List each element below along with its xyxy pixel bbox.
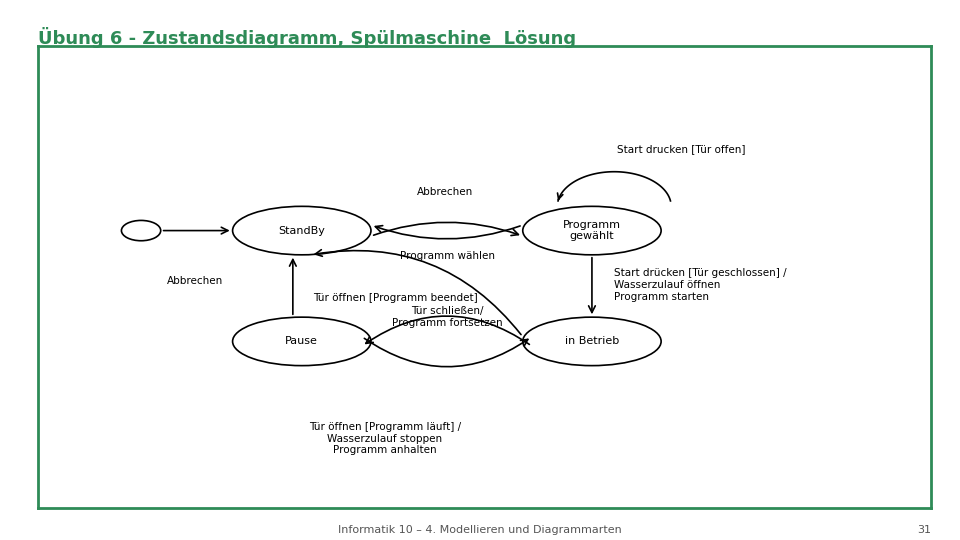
Ellipse shape: [232, 206, 371, 255]
Circle shape: [121, 220, 160, 241]
Ellipse shape: [523, 317, 661, 366]
Text: 31: 31: [917, 524, 931, 535]
Text: Übung 6 - Zustandsdiagramm, Spülmaschine  Lösung: Übung 6 - Zustandsdiagramm, Spülmaschine…: [38, 27, 577, 48]
Text: Start drucken [Tür offen]: Start drucken [Tür offen]: [617, 144, 746, 154]
Text: StandBy: StandBy: [278, 226, 325, 235]
Text: Pause: Pause: [285, 336, 318, 346]
Text: Programm wählen: Programm wählen: [399, 251, 494, 261]
Ellipse shape: [232, 317, 371, 366]
Text: Abbrechen: Abbrechen: [417, 187, 472, 197]
Text: Programm
gewählt: Programm gewählt: [563, 220, 621, 241]
Text: Tür öffnen [Programm beendet]: Tür öffnen [Programm beendet]: [313, 293, 478, 302]
Text: Start drücken [Tür geschlossen] /
Wasserzulauf öffnen
Programm starten: Start drücken [Tür geschlossen] / Wasser…: [614, 268, 787, 302]
Text: Tür schließen/
Programm fortsetzen: Tür schließen/ Programm fortsetzen: [392, 306, 503, 328]
Text: in Betrieb: in Betrieb: [564, 336, 619, 346]
Ellipse shape: [523, 206, 661, 255]
Text: Tür öffnen [Programm läuft] /
Wasserzulauf stoppen
Programm anhalten: Tür öffnen [Programm läuft] / Wasserzula…: [309, 422, 461, 455]
Text: Abbrechen: Abbrechen: [166, 276, 223, 286]
Text: Informatik 10 – 4. Modellieren und Diagrammarten: Informatik 10 – 4. Modellieren und Diagr…: [338, 524, 622, 535]
